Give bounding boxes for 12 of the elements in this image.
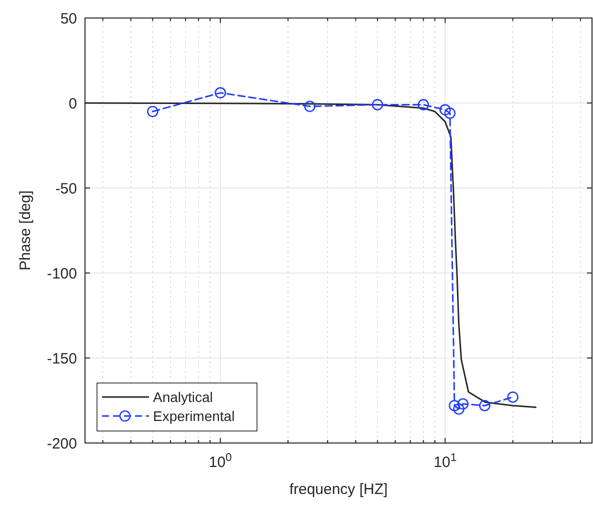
x-tick-label: 10$^{1}$ bbox=[434, 452, 457, 471]
y-tick-label: 50 bbox=[60, 10, 77, 28]
legend-label: Analytical bbox=[153, 388, 213, 405]
y-tick-label: 0 bbox=[68, 95, 77, 112]
y-tick-label: -150 bbox=[46, 350, 77, 368]
y-axis-title: Phase [deg] bbox=[17, 190, 34, 271]
legend-label: Experimental bbox=[153, 408, 235, 424]
y-tick-label: -200 bbox=[46, 435, 77, 452]
y-tick-label: -100 bbox=[46, 265, 77, 282]
y-tick-label: -50 bbox=[55, 180, 77, 198]
x-axis-title: frequency [HZ] bbox=[289, 481, 388, 498]
x-tick-label: 10$^{0}$ bbox=[208, 452, 232, 471]
